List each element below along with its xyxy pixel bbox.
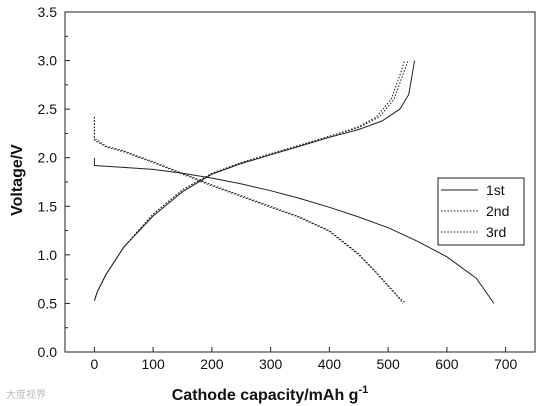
x-tick-label: 700: [494, 356, 518, 372]
y-tick-label: 3.5: [38, 4, 58, 20]
x-tick-label: 300: [259, 356, 283, 372]
y-tick-label: 2.0: [38, 150, 58, 166]
series-lines: [93, 60, 495, 304]
y-tick-label: 0.5: [38, 295, 58, 311]
series-3rd-discharge-line: [93, 116, 407, 304]
x-tick-label: 100: [141, 356, 165, 372]
x-axis-title-superscript: -1: [358, 384, 368, 396]
legend-label-3rd: 3rd: [486, 224, 506, 240]
series-1st-discharge-line: [93, 157, 495, 304]
legend-box: [437, 177, 525, 246]
y-tick-label: 1.5: [38, 198, 58, 214]
y-tick-label: 1.0: [38, 247, 58, 263]
x-tick-label: 600: [435, 356, 459, 372]
x-axis-title: Cathode capacity/mAh g-1: [172, 384, 368, 404]
x-tick-label: 400: [318, 356, 342, 372]
y-tick-label: 3.0: [38, 53, 58, 69]
ticks: 0 100 200 300 400 500 600 700 0.0 0.5 1.0 1.5 2.0 2.5…: [38, 4, 518, 372]
x-tick-label: 500: [376, 356, 400, 372]
series-1st-charge-line: [93, 60, 416, 301]
x-tick-label: 0: [90, 356, 98, 372]
y-tick-label: 2.5: [38, 101, 58, 117]
y-axis-title: Voltage/V: [9, 144, 26, 216]
series-2nd-discharge-line: [93, 116, 404, 304]
series-2nd-charge-line: [93, 60, 406, 301]
x-axis-title-main: Cathode capacity/mAh g: [172, 387, 359, 404]
x-tick-label: 200: [200, 356, 224, 372]
legend: 1st 2nd 3rd: [437, 177, 525, 246]
y-tick-label: 0.0: [38, 344, 58, 360]
series-3rd-charge-line: [93, 60, 409, 301]
legend-label-2nd: 2nd: [486, 203, 509, 219]
legend-label-1st: 1st: [486, 182, 505, 198]
watermark: 大度视界: [6, 390, 46, 401]
